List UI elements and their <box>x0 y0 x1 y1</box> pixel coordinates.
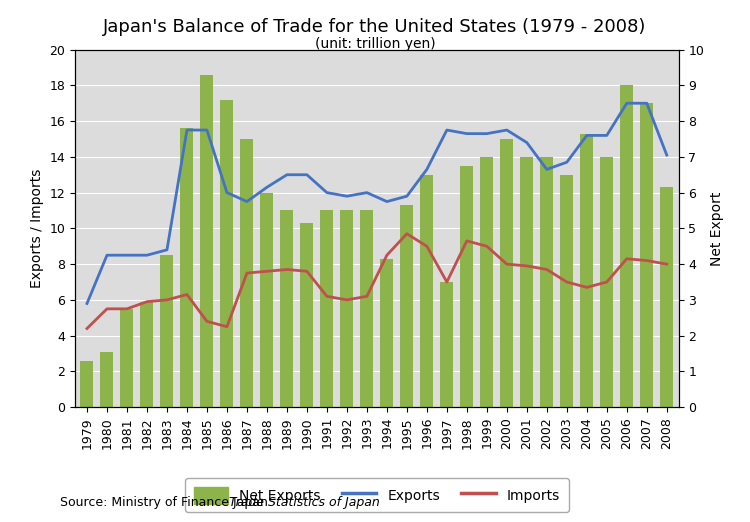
Imports <box>582 284 591 291</box>
Imports <box>242 270 251 276</box>
Bar <box>361 210 374 407</box>
Exports <box>522 139 531 146</box>
Imports <box>622 256 632 262</box>
Imports <box>362 293 371 300</box>
Exports <box>382 198 392 205</box>
Imports <box>662 261 671 267</box>
Bar <box>181 128 194 407</box>
Bar <box>600 157 613 407</box>
Line: Exports: Exports <box>87 103 667 303</box>
Exports <box>262 184 272 191</box>
Exports <box>402 193 411 199</box>
Exports <box>163 247 172 253</box>
Y-axis label: Net Export: Net Export <box>710 191 724 266</box>
Bar <box>520 157 533 407</box>
Text: Trade Statistics of Japan: Trade Statistics of Japan <box>229 496 380 509</box>
Bar <box>200 75 214 407</box>
Imports <box>302 268 311 275</box>
Exports <box>202 127 211 133</box>
Imports <box>343 296 352 303</box>
Imports <box>283 266 292 272</box>
Exports <box>242 198 251 205</box>
Imports <box>142 299 152 305</box>
Bar <box>121 309 134 407</box>
Bar <box>640 103 653 407</box>
Exports <box>482 130 491 137</box>
Exports <box>503 127 512 133</box>
Exports <box>283 172 292 178</box>
Exports <box>322 189 332 196</box>
Bar <box>301 223 313 407</box>
Text: Japan's Balance of Trade for the United States (1979 - 2008): Japan's Balance of Trade for the United … <box>104 18 646 36</box>
Exports <box>642 100 651 106</box>
Imports <box>482 243 491 250</box>
Bar <box>560 175 573 407</box>
Bar <box>160 255 173 407</box>
Exports <box>362 189 371 196</box>
Exports <box>103 252 112 258</box>
Bar <box>220 100 233 407</box>
Imports <box>122 306 131 312</box>
Imports <box>562 279 572 285</box>
Imports <box>202 318 211 325</box>
Exports <box>542 166 551 172</box>
Imports <box>422 243 431 250</box>
Text: Source: Ministry of Finance Japan: Source: Ministry of Finance Japan <box>60 496 276 509</box>
Bar <box>460 166 473 407</box>
Imports <box>542 266 551 272</box>
Exports <box>662 152 671 158</box>
Imports <box>442 279 452 285</box>
Imports <box>82 325 92 331</box>
Imports <box>103 306 112 312</box>
Imports <box>382 252 392 258</box>
Bar <box>540 157 554 407</box>
Line: Imports: Imports <box>87 234 667 328</box>
Exports <box>562 159 572 165</box>
Bar <box>440 282 453 407</box>
Bar <box>320 210 334 407</box>
Bar <box>660 187 674 407</box>
Bar <box>280 210 293 407</box>
Imports <box>262 268 272 275</box>
Bar <box>500 139 513 407</box>
Bar <box>480 157 494 407</box>
Imports <box>402 231 411 237</box>
Exports <box>82 300 92 306</box>
Y-axis label: Exports / Imports: Exports / Imports <box>30 169 44 288</box>
Bar <box>580 134 593 407</box>
Imports <box>163 296 172 303</box>
Legend: Net Exports, Exports, Imports: Net Exports, Exports, Imports <box>185 479 568 512</box>
Exports <box>122 252 131 258</box>
Bar <box>241 139 254 407</box>
Bar <box>80 361 94 407</box>
Bar <box>400 205 413 407</box>
Imports <box>602 279 611 285</box>
Bar <box>140 302 154 407</box>
Text: (unit: trillion yen): (unit: trillion yen) <box>315 37 435 51</box>
Exports <box>442 127 452 133</box>
Exports <box>462 130 471 137</box>
Exports <box>142 252 152 258</box>
Exports <box>422 166 431 172</box>
Imports <box>223 324 232 330</box>
Bar <box>100 352 113 407</box>
Imports <box>503 261 512 267</box>
Exports <box>602 132 611 138</box>
Bar <box>340 210 353 407</box>
Exports <box>582 132 591 138</box>
Exports <box>223 189 232 196</box>
Imports <box>522 263 531 269</box>
Exports <box>302 172 311 178</box>
Exports <box>622 100 632 106</box>
Exports <box>182 127 191 133</box>
Exports <box>343 193 352 199</box>
Bar <box>380 259 393 407</box>
Bar <box>620 85 633 407</box>
Bar <box>260 193 274 407</box>
Imports <box>642 257 651 264</box>
Bar <box>420 175 434 407</box>
Imports <box>462 238 471 244</box>
Imports <box>182 291 191 298</box>
Imports <box>322 293 332 300</box>
